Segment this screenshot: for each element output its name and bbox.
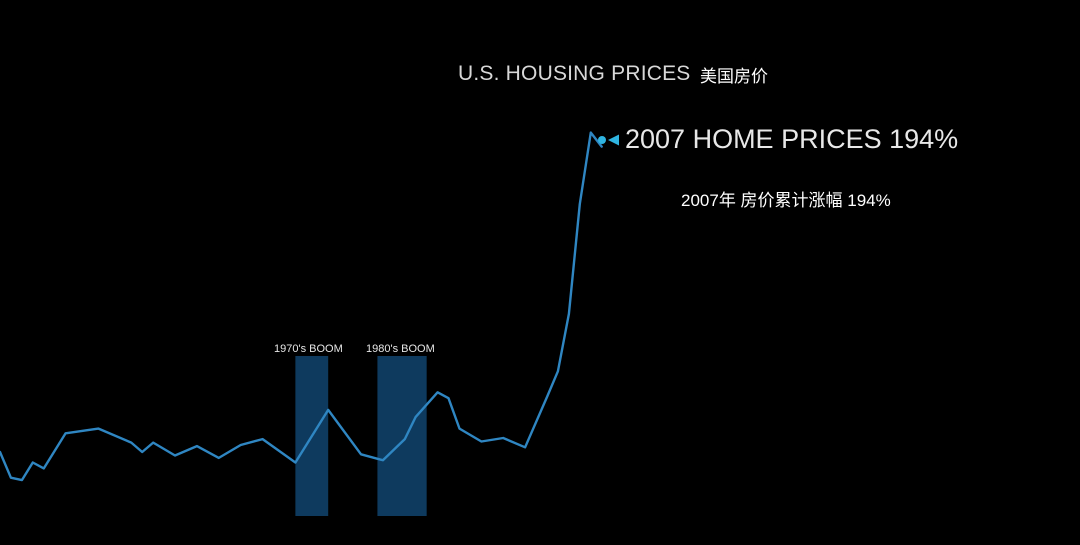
chart-title: U.S. HOUSING PRICES (458, 62, 691, 85)
chart-subtitle: 美国房价 (700, 67, 768, 86)
annotation-markers (598, 134, 619, 146)
boom-label-1970s: 1970's BOOM (274, 343, 343, 355)
boom-band-1 (377, 356, 427, 516)
peak-pointer-icon (608, 134, 619, 146)
price-series-line (0, 131, 603, 482)
peak-annotation-label: 2007 HOME PRICES 194% (625, 124, 959, 154)
boom-label-1980s: 1980's BOOM (366, 343, 435, 355)
price-line-group (0, 131, 603, 482)
boom-bands (295, 356, 427, 516)
peak-annotation-label-cn: 2007年 房价累计涨幅 194% (681, 191, 891, 210)
peak-marker-dot (598, 136, 606, 144)
